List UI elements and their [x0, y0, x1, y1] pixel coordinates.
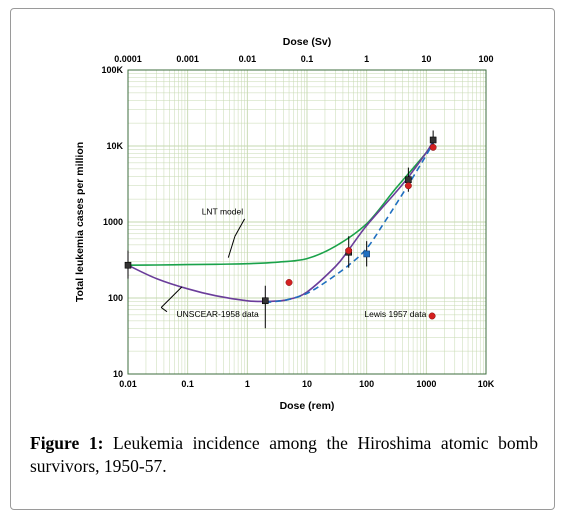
data-marker-square: [261, 297, 269, 305]
x-tick-label: 0.01: [119, 379, 137, 389]
x2-tick-label: 1: [364, 54, 369, 64]
top-axis-title: Dose (Sv): [283, 36, 331, 48]
x-tick-label: 10K: [478, 379, 495, 389]
tick-labels: 0.01 0.1 1 10 100 1000 10K 0.0001 0.001 0.01 0.1 1 1…: [101, 54, 494, 389]
y-axis-title: Total leukemia cases per million: [74, 142, 86, 302]
y-tick-label: 10K: [106, 141, 123, 151]
lewis-legend-marker: [428, 312, 436, 320]
data-marker-blue-square: [363, 250, 370, 258]
unscear-curve: [127, 140, 434, 303]
unscear-leader-line: [160, 307, 168, 313]
bottom-axis-title: Dose (rem): [280, 400, 335, 412]
lewis-data-point: [404, 182, 412, 190]
lewis-data-point: [429, 143, 437, 151]
lnt-annotation-label: LNT model: [202, 207, 244, 217]
lewis-annotation-label: Lewis 1957 data: [364, 309, 426, 319]
annotation-layer: LNT model UNSCEAR-1958 data Lewis 1957 dat…: [160, 207, 436, 320]
unscear-annotation-label: UNSCEAR-1958 data: [177, 309, 259, 319]
unscear-leader-line: [160, 286, 183, 308]
y-tick-label: 100K: [101, 65, 123, 75]
figure-caption-text: Leukemia incidence among the Hiroshima a…: [30, 433, 539, 476]
y-tick-label: 10: [113, 369, 123, 379]
lewis-data-point: [285, 279, 293, 286]
figure-frame: [10, 8, 555, 510]
x2-tick-label: 100: [478, 54, 493, 64]
x-tick-label: 1: [245, 379, 250, 389]
x2-tick-label: 0.001: [176, 54, 199, 64]
grid-layer: [127, 70, 486, 375]
x-tick-label: 1000: [416, 379, 436, 389]
figure-caption: Figure 1: Leukemia incidence among the H…: [30, 432, 538, 478]
dashed-curve: [265, 142, 434, 303]
x2-tick-label: 0.0001: [114, 54, 142, 64]
plot-area-frame: [127, 69, 487, 375]
data-marker-square: [124, 261, 132, 269]
lewis-data-point: [345, 247, 353, 255]
data-marker-square: [429, 136, 437, 144]
x2-tick-label: 0.01: [239, 54, 257, 64]
y-tick-label: 100: [108, 293, 123, 303]
x2-tick-label: 10: [421, 54, 431, 64]
data-marker-square: [405, 176, 412, 184]
lnt-leader-line: [227, 236, 236, 258]
y-tick-label: 1000: [103, 217, 123, 227]
figure-label: Figure 1:: [30, 433, 104, 453]
lnt-curve: [127, 141, 434, 266]
lnt-leader-line: [234, 218, 246, 237]
x-tick-label: 100: [359, 379, 374, 389]
x-tick-label: 0.1: [181, 379, 194, 389]
x2-tick-label: 0.1: [301, 54, 314, 64]
x-tick-label: 10: [302, 379, 312, 389]
marker-layer: [124, 130, 437, 329]
